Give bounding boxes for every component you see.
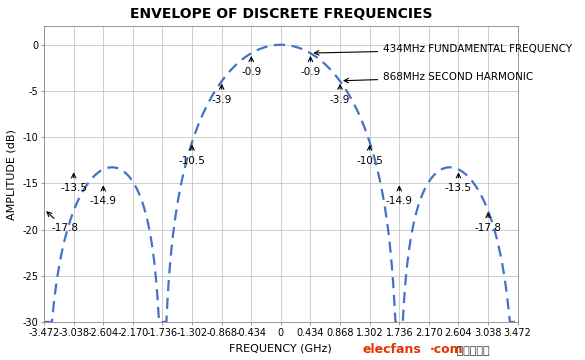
Text: -13.5: -13.5 bbox=[445, 174, 472, 193]
Text: -13.5: -13.5 bbox=[60, 174, 87, 193]
Text: -10.5: -10.5 bbox=[178, 146, 205, 166]
Text: -0.9: -0.9 bbox=[241, 57, 261, 77]
Y-axis label: AMPLITUDE (dB): AMPLITUDE (dB) bbox=[7, 129, 17, 220]
Text: ·com: ·com bbox=[430, 343, 463, 356]
X-axis label: FREQUENCY (GHz): FREQUENCY (GHz) bbox=[229, 343, 332, 353]
Text: -0.9: -0.9 bbox=[300, 57, 321, 77]
Text: -10.5: -10.5 bbox=[356, 146, 383, 166]
Text: elecfans: elecfans bbox=[363, 343, 421, 356]
Text: 434MHz FUNDAMENTAL FREQUENCY: 434MHz FUNDAMENTAL FREQUENCY bbox=[315, 44, 572, 55]
Text: -3.9: -3.9 bbox=[212, 85, 232, 105]
Text: 868MHz SECOND HARMONIC: 868MHz SECOND HARMONIC bbox=[344, 72, 534, 83]
Text: -14.9: -14.9 bbox=[90, 186, 117, 206]
Text: 电子发烧友: 电子发烧友 bbox=[453, 346, 490, 356]
Text: -3.9: -3.9 bbox=[330, 85, 350, 105]
Text: -17.8: -17.8 bbox=[474, 213, 501, 233]
Text: -14.9: -14.9 bbox=[386, 186, 413, 206]
Title: ENVELOPE OF DISCRETE FREQUENCIES: ENVELOPE OF DISCRETE FREQUENCIES bbox=[130, 7, 432, 21]
Text: -17.8: -17.8 bbox=[47, 212, 78, 233]
